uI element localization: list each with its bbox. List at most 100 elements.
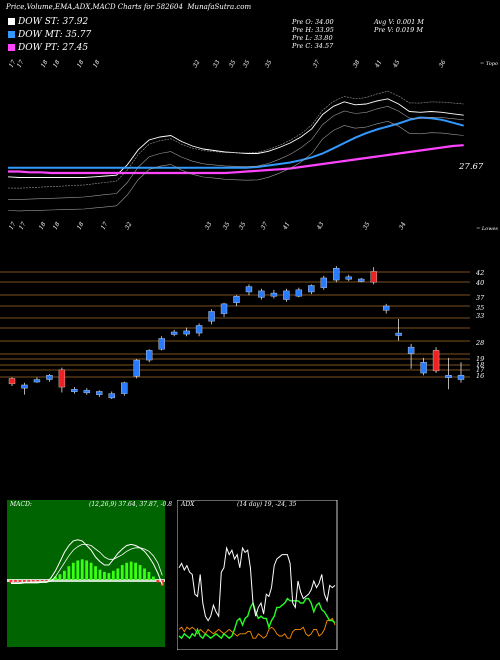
site-name: MunafaSutra.com xyxy=(187,3,252,11)
price-axis-label: 35 xyxy=(476,304,484,312)
price-candle xyxy=(8,377,16,387)
adx-title-values: (14 day) 19, -24, 35 xyxy=(237,501,297,508)
price-candle xyxy=(121,381,128,396)
macd-line xyxy=(11,539,163,585)
macd-histogram-bar xyxy=(98,569,102,580)
ema-top-label: 32 xyxy=(192,59,202,69)
price-top-label: 18 xyxy=(52,221,62,231)
candle-body xyxy=(33,379,41,383)
macd-histogram-bar xyxy=(116,568,120,580)
macd-histogram-bar xyxy=(14,580,17,583)
candle-body xyxy=(320,277,328,288)
price-candle xyxy=(21,382,28,395)
candle-body xyxy=(8,378,16,385)
macd-histogram-bar xyxy=(18,580,22,583)
price-axis-label: 40 xyxy=(475,279,484,287)
price-candle xyxy=(283,288,290,302)
macd-chart: MACD: (12,26,9) 37.64, 37.87, -0.83 xyxy=(7,500,172,647)
price-candle xyxy=(233,295,240,307)
adx-plus-di-line xyxy=(178,597,336,640)
macd-histogram-bar xyxy=(40,580,44,581)
macd-histogram-bar xyxy=(107,573,111,580)
price-candle xyxy=(358,277,365,283)
price-axis-label: 33 xyxy=(476,312,484,320)
legend-dow-pt: DOW PT: 27.45 xyxy=(8,43,88,53)
price-candle xyxy=(345,274,352,282)
price-top-label: 35 xyxy=(238,221,248,231)
ema-top-label: 38 xyxy=(352,59,362,69)
macd-histogram-bar xyxy=(134,562,137,580)
candle-body xyxy=(170,331,178,335)
price-candle xyxy=(108,391,115,399)
candle-body xyxy=(245,286,253,293)
price-candle xyxy=(58,367,66,393)
ema-top-label: 36 xyxy=(438,59,448,69)
macd-histogram-bar xyxy=(94,566,97,580)
candle-body xyxy=(445,375,452,378)
macd-histogram-bar xyxy=(120,565,124,580)
macd-histogram-bar xyxy=(36,580,40,582)
candle-body xyxy=(395,332,402,336)
candle-body xyxy=(183,330,190,335)
candle-body xyxy=(145,350,153,361)
ema-top-label: 37 xyxy=(312,59,322,69)
price-candle xyxy=(158,336,165,351)
price-candle xyxy=(370,267,377,285)
stat-pre-volume: Pre V: 0.019 M xyxy=(374,26,424,34)
price-candle xyxy=(320,275,328,290)
price-candle xyxy=(270,289,278,299)
macd-histogram-bar xyxy=(160,580,164,586)
price-top-label: 35 xyxy=(222,221,232,231)
price-top-label: 35 xyxy=(362,221,372,231)
legend-swatch-mt xyxy=(8,31,15,38)
ema-top-label: 45 xyxy=(391,59,401,70)
price-candle xyxy=(308,284,315,295)
macd-title-values: (12,26,9) 37.64, 37.87, -0.83 xyxy=(89,501,172,508)
macd-histogram-bar xyxy=(22,580,26,583)
price-candle xyxy=(382,303,390,314)
ema-top-label: 33 xyxy=(212,59,222,69)
stat-avg-volume: Avg V: 0.001 M xyxy=(374,18,424,26)
legend-dow-mt: DOW MT: 35.77 xyxy=(8,30,91,40)
candle-body xyxy=(420,362,427,374)
price-candle xyxy=(83,388,91,395)
candle-body xyxy=(407,346,415,354)
price-top-label: 18 xyxy=(38,221,48,231)
ema-series-line-st xyxy=(7,98,464,178)
price-top-label: 17 xyxy=(100,221,110,231)
candle-body xyxy=(21,384,28,389)
price-candle xyxy=(295,287,303,298)
price-candle-chart: 17 17 18 18 18 17 32 33 35 35 37 41 43 35 34 = Lowes424… xyxy=(0,221,498,399)
candle-body xyxy=(195,325,203,334)
macd-signal-line xyxy=(11,544,163,583)
stat-low: Pre L: 33.80 xyxy=(292,34,333,42)
ema-top-label: 35 xyxy=(242,59,252,69)
price-top-label: 32 xyxy=(124,221,134,231)
macd-histogram-bar xyxy=(71,562,75,580)
price-candle xyxy=(445,357,452,390)
adx-chart: ADX (14 day) 19, -24, 35 xyxy=(177,500,338,650)
candle-body xyxy=(233,296,240,303)
price-axis-label: 18 xyxy=(476,361,484,369)
price-axis-label: 37 xyxy=(476,294,485,302)
macd-histogram-bar xyxy=(67,566,71,580)
candle-body xyxy=(158,338,165,350)
price-candle xyxy=(432,347,440,374)
macd-histogram-bar xyxy=(80,559,84,580)
macd-histogram-bar xyxy=(156,580,160,583)
price-top-label: 37 xyxy=(260,221,270,231)
price-candle xyxy=(333,266,340,283)
price-axis-label: 28 xyxy=(475,339,484,347)
price-candle xyxy=(258,288,265,300)
price-top-label: 43 xyxy=(315,221,325,232)
ema-top-label: 17 xyxy=(16,59,26,69)
price-axis-label: 17 xyxy=(476,366,485,374)
macd-histogram-bar xyxy=(103,571,106,580)
candle-body xyxy=(133,359,140,377)
ema-corner-label: = Topo xyxy=(480,61,498,67)
price-top-label: 17 xyxy=(18,221,28,231)
macd-histogram-bar xyxy=(31,580,35,582)
price-top-label: 41 xyxy=(281,221,291,232)
price-top-label: 34 xyxy=(398,221,408,231)
macd-histogram-bar xyxy=(9,580,13,583)
